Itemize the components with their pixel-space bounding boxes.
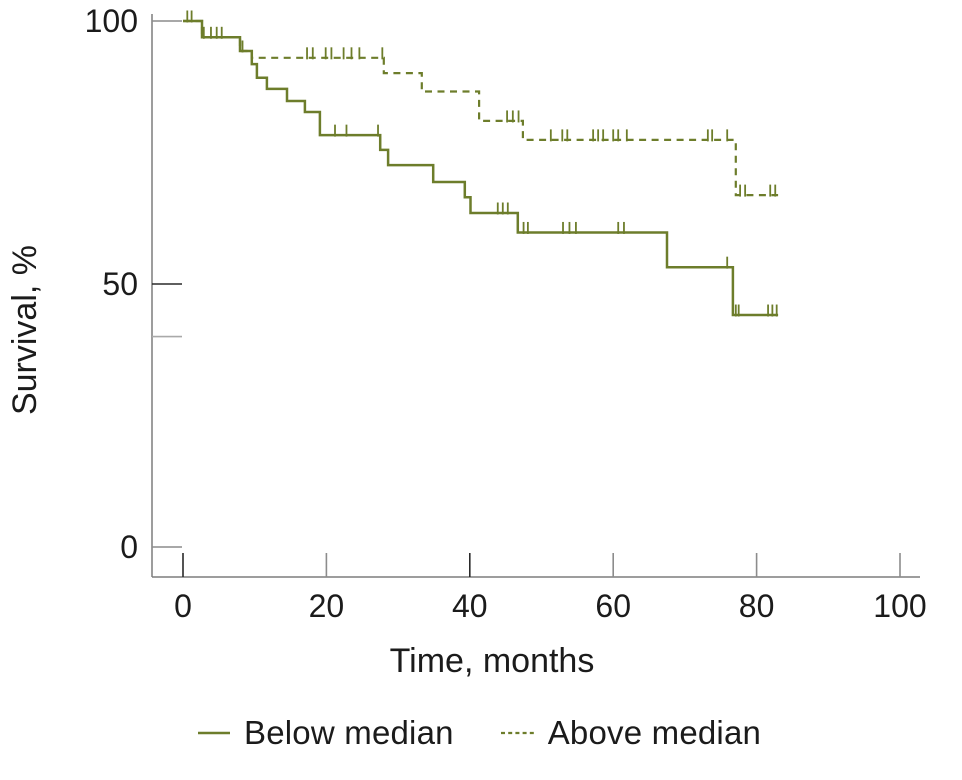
y-tick-label-0: 0: [120, 529, 138, 565]
y-tick-label-50: 50: [102, 266, 138, 302]
x-tick-label-40: 40: [452, 588, 488, 624]
dashed-line-swatch: [500, 731, 535, 735]
curve-above-median: [183, 19, 779, 197]
survival-chart: 100 50 00 20 40 60 80 100 Time, months Survival, …: [6, 3, 927, 680]
solid-line-swatch: [198, 731, 230, 735]
x-tick-label-100: 100: [873, 588, 926, 624]
legend-item-below-median: Below median: [197, 714, 454, 752]
x-tick-label-80: 80: [739, 588, 775, 624]
y-tick-label-100: 100: [85, 3, 138, 39]
legend: Below median Above median: [197, 714, 761, 752]
x-tick-label-0: 0: [174, 588, 192, 624]
legend-label-below-median: Below median: [244, 714, 454, 751]
legend-item-above-median: Above median: [500, 714, 762, 752]
x-tick-label-20: 20: [309, 588, 345, 624]
legend-label-above-median: Above median: [547, 714, 762, 751]
x-tick-label-60: 60: [595, 588, 631, 624]
curve-below-median: [183, 19, 779, 317]
x-axis-title: Time, months: [390, 642, 595, 680]
y-axis-title: Survival, %: [6, 245, 44, 415]
